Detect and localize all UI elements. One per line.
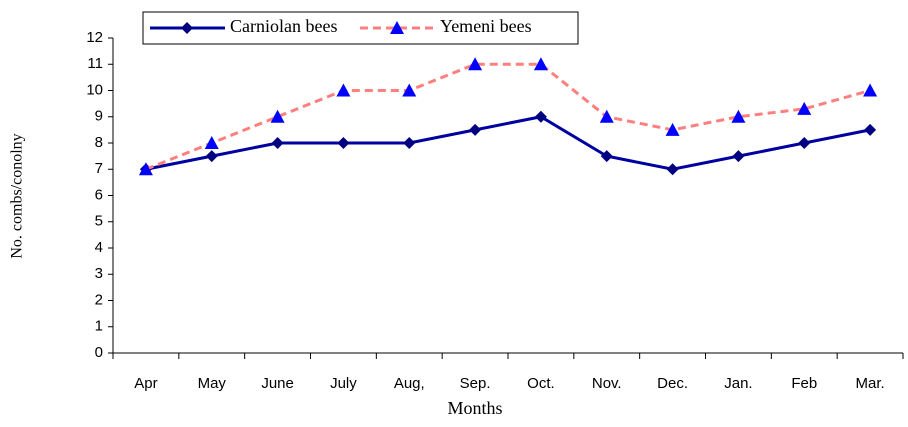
series-line (145, 62, 871, 171)
y-tick-label: 10 (86, 81, 103, 98)
y-tick-label: 7 (95, 160, 103, 177)
data-point (797, 101, 812, 115)
data-point (205, 150, 218, 163)
x-tick-label: Aug, (394, 375, 425, 392)
x-tick-label: Feb (791, 375, 817, 392)
data-point (402, 83, 417, 97)
x-tick-label: Dec. (657, 375, 688, 392)
legend-label: Yemeni bees (440, 16, 532, 36)
x-tick-label: June (261, 375, 294, 392)
x-tick-label: Nov. (592, 375, 622, 392)
x-tick-label: Apr (134, 375, 157, 392)
y-tick-label: 8 (95, 134, 103, 151)
y-axis-label: No. combs/conolny (9, 133, 26, 258)
x-tick-label: Mar. (855, 375, 884, 392)
data-point (403, 137, 416, 149)
data-point (336, 83, 351, 97)
legend-marker (181, 22, 193, 34)
y-tick-label: 12 (86, 29, 103, 46)
y-tick-label: 11 (87, 55, 103, 72)
y-tick-label: 5 (95, 213, 103, 230)
data-point (270, 109, 285, 123)
data-point (599, 109, 614, 123)
data-point (665, 122, 680, 136)
y-tick-label: 4 (95, 239, 103, 256)
series-line (145, 115, 871, 171)
data-point (533, 57, 548, 71)
data-point (204, 136, 219, 149)
x-tick-label: July (330, 375, 357, 392)
data-point (731, 109, 746, 123)
x-tick-label: Oct. (527, 375, 555, 392)
data-point (864, 123, 877, 136)
data-point (798, 137, 811, 149)
y-tick-label: 3 (95, 265, 103, 282)
data-point (469, 123, 482, 136)
data-point (666, 163, 679, 176)
y-tick-label: 2 (95, 291, 103, 308)
legend-label: Carniolan bees (230, 16, 337, 36)
legend-marker (390, 21, 404, 34)
y-tick-label: 0 (95, 344, 103, 361)
data-point (138, 162, 153, 176)
y-tick-label: 1 (95, 318, 103, 335)
data-point (271, 137, 284, 149)
data-point (863, 83, 878, 97)
data-point (534, 110, 547, 123)
data-point (600, 150, 613, 163)
data-point (337, 137, 350, 149)
x-tick-label: Jan. (724, 375, 752, 392)
x-tick-label: May (198, 375, 227, 392)
y-tick-label: 9 (95, 108, 103, 125)
data-point (732, 150, 745, 163)
data-point (468, 57, 483, 71)
x-tick-label: Sep. (460, 375, 491, 392)
y-tick-label: 6 (95, 186, 103, 203)
x-axis-label: Months (447, 398, 502, 418)
